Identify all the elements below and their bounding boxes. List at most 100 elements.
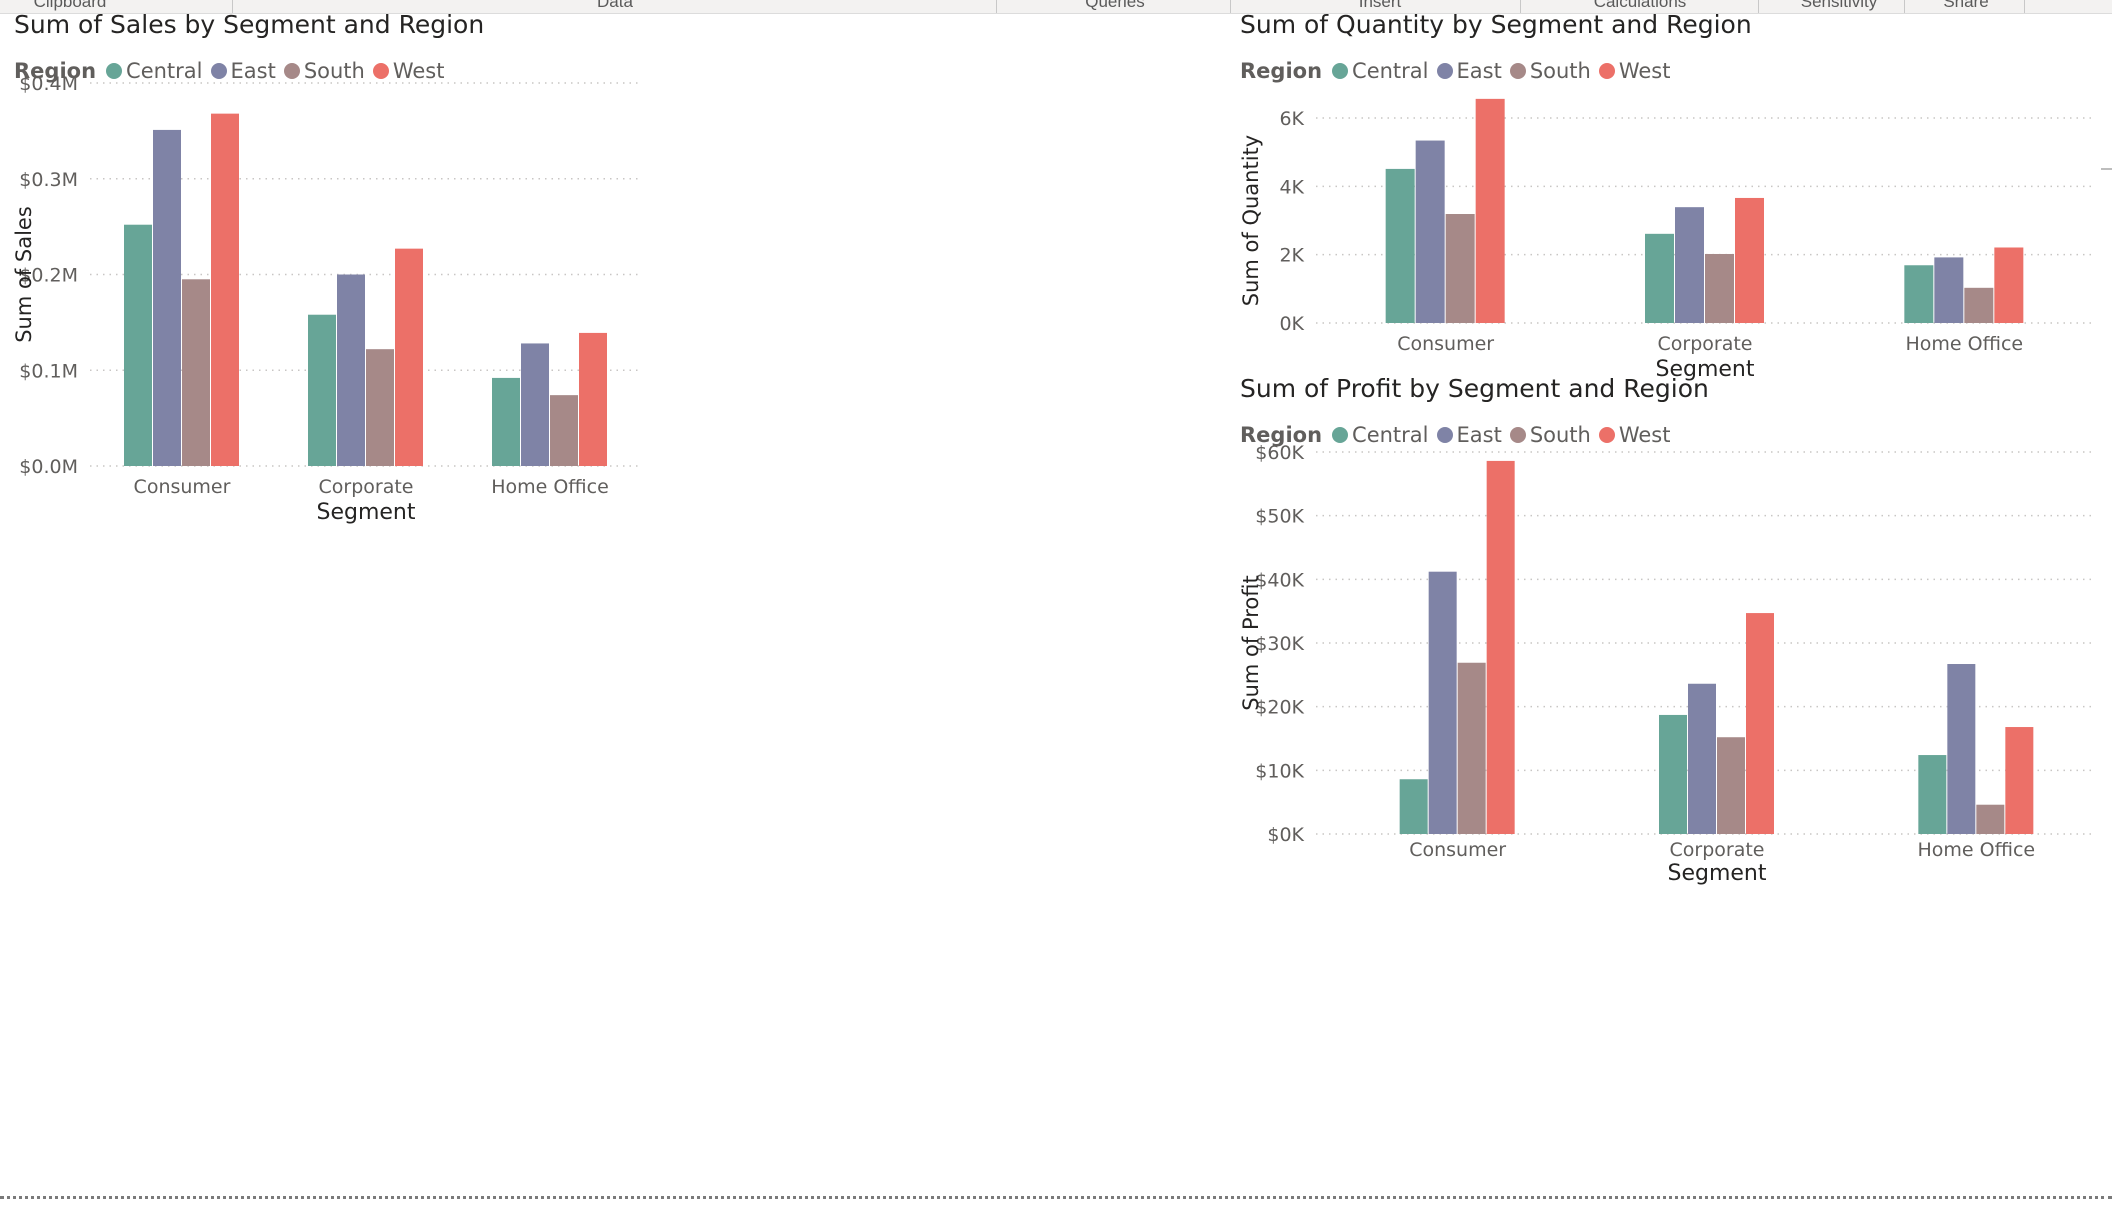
y-axis-title: Sum of Quantity — [1239, 135, 1263, 306]
ribbon-group-sensitivity: Sensitivity — [1800, 0, 1878, 11]
legend-label: East — [230, 59, 276, 83]
legend-item-east[interactable]: East — [210, 59, 276, 83]
ribbon-group-calculations: Calculations — [1593, 0, 1687, 11]
bar-central-home-office[interactable] — [1904, 265, 1934, 323]
sales-bar-chart-visual[interactable]: Sum of Sales by Segment and Region Regio… — [10, 10, 890, 710]
bar-east-corporate[interactable] — [1688, 683, 1716, 834]
legend-title: Region — [1240, 59, 1323, 83]
y-tick-label: $10K — [1255, 760, 1304, 782]
y-tick-label: $0.4M — [19, 73, 78, 95]
bar-south-corporate[interactable] — [1705, 253, 1734, 323]
legend-label: Central — [126, 59, 203, 83]
chart-legend[interactable]: Region Central East South West — [14, 58, 452, 84]
bar-west-home-office[interactable] — [2005, 727, 2034, 834]
bar-west-corporate[interactable] — [395, 248, 423, 466]
sales-chart-plot: $0.0M $0.1M $0.2M $0.3M $0.4M Consumer Corpora… — [12, 73, 642, 525]
bar-south-home-office[interactable] — [550, 395, 578, 466]
legend-label: South — [303, 59, 365, 83]
x-axis-title: Segment — [317, 500, 416, 525]
bar-south-consumer[interactable] — [1445, 214, 1475, 323]
legend-label: South — [1529, 423, 1591, 447]
bar-south-consumer[interactable] — [1457, 662, 1486, 834]
legend-label: Central — [1352, 59, 1429, 83]
legend-label: South — [1529, 59, 1591, 83]
bar-west-home-office[interactable] — [579, 332, 607, 466]
x-category-label: Consumer — [1397, 333, 1494, 355]
bar-central-corporate[interactable] — [1645, 233, 1674, 323]
chart-legend[interactable]: Region Central East South West — [1240, 422, 1678, 448]
legend-label: East — [1456, 59, 1502, 83]
bar-central-consumer[interactable] — [1385, 168, 1415, 323]
legend-marker — [1509, 427, 1526, 443]
quantity-bar-chart-visual[interactable]: Sum of Quantity by Segment and Region Re… — [1236, 10, 2102, 500]
x-category-label: Consumer — [1409, 839, 1506, 861]
y-axis-title: Sum of Sales — [12, 206, 36, 343]
bar-south-consumer[interactable] — [182, 279, 210, 466]
chart-legend[interactable]: Region Central East South West — [1240, 58, 1678, 84]
bar-east-home-office[interactable] — [521, 343, 549, 466]
bar-central-corporate[interactable] — [1659, 714, 1687, 834]
legend-marker — [1598, 427, 1615, 443]
bar-east-corporate[interactable] — [337, 274, 365, 467]
chart-title: Sum of Sales by Segment and Region — [14, 10, 485, 39]
x-category-label: Corporate — [1658, 333, 1753, 355]
bar-central-home-office[interactable] — [1918, 755, 1947, 834]
bar-west-consumer[interactable] — [1475, 98, 1505, 323]
bar-east-home-office[interactable] — [1934, 257, 1964, 323]
legend-title: Region — [14, 59, 97, 83]
y-axis-ticks: 0K 2K 4K 6K — [1279, 108, 1304, 335]
y-tick-label: $30K — [1255, 633, 1304, 655]
legend-item-east[interactable]: East — [1436, 423, 1502, 447]
y-tick-label: $60K — [1255, 442, 1304, 464]
bar-west-consumer[interactable] — [1486, 460, 1515, 834]
legend-item-central[interactable]: Central — [1332, 59, 1429, 83]
bar-south-home-office[interactable] — [1964, 287, 1994, 323]
ribbon-group-insert: Insert — [1358, 0, 1402, 11]
ribbon-group-data: Data — [597, 0, 633, 11]
legend-item-west[interactable]: West — [372, 59, 444, 83]
legend-marker — [283, 63, 300, 79]
bar-east-home-office[interactable] — [1947, 664, 1976, 834]
y-tick-label: $50K — [1255, 506, 1304, 528]
bar-central-home-office[interactable] — [492, 377, 520, 466]
bar-east-consumer[interactable] — [153, 129, 181, 466]
y-tick-label: $0.0M — [19, 456, 78, 478]
y-tick-label: $20K — [1255, 697, 1304, 719]
y-tick-label: $0K — [1267, 824, 1304, 846]
bar-south-home-office[interactable] — [1976, 804, 2005, 834]
quantity-chart-plot: 0K 2K 4K 6K Consumer Corporate Home Office Segm… — [1239, 98, 2094, 382]
legend-marker — [1332, 63, 1349, 79]
bar-west-corporate[interactable] — [1746, 613, 1774, 834]
bar-west-consumer[interactable] — [211, 113, 239, 466]
bar-central-corporate[interactable] — [308, 314, 336, 466]
x-category-label: Corporate — [1670, 839, 1765, 861]
bar-east-consumer[interactable] — [1428, 571, 1457, 834]
legend-item-central[interactable]: Central — [1332, 423, 1429, 447]
legend-item-central[interactable]: Central — [106, 59, 203, 83]
legend-item-south[interactable]: South — [1509, 59, 1591, 83]
ribbon-separator — [2024, 0, 2025, 13]
legend-item-south[interactable]: South — [283, 59, 365, 83]
ribbon-group-labels: Clipboard Data Queries Insert Calculatio… — [0, 0, 2112, 14]
legend-item-west[interactable]: West — [1598, 423, 1670, 447]
y-tick-label: $0.3M — [19, 169, 78, 191]
scrollbar-marker — [2101, 168, 2112, 170]
x-category-label: Corporate — [319, 476, 414, 498]
bar-east-corporate[interactable] — [1675, 207, 1704, 323]
legend-item-east[interactable]: East — [1436, 59, 1502, 83]
bar-west-corporate[interactable] — [1735, 197, 1764, 323]
ribbon-separator — [996, 0, 997, 13]
ribbon-separator — [1230, 0, 1231, 13]
bar-south-corporate[interactable] — [1717, 737, 1745, 834]
bar-central-consumer[interactable] — [1399, 779, 1428, 834]
bar-central-consumer[interactable] — [124, 224, 152, 466]
legend-item-west[interactable]: West — [1598, 59, 1670, 83]
bar-east-consumer[interactable] — [1415, 140, 1445, 323]
profit-chart-plot: $0K $10K $20K $30K $40K $50K $60K Consumer Corpo… — [1239, 442, 2094, 886]
bar-west-home-office[interactable] — [1994, 247, 2024, 323]
profit-bar-chart-visual[interactable]: Sum of Profit by Segment and Region Regi… — [1236, 374, 2102, 1196]
bar-south-corporate[interactable] — [366, 349, 394, 466]
legend-item-south[interactable]: South — [1509, 423, 1591, 447]
chart-title: Sum of Profit by Segment and Region — [1240, 374, 1709, 403]
